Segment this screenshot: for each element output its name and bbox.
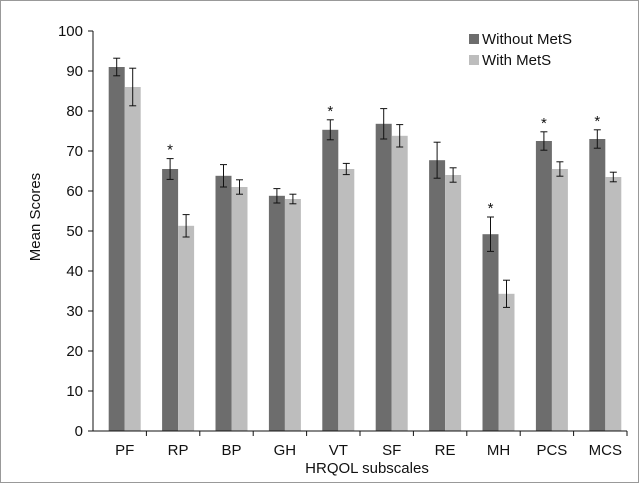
x-tick-label-vt: VT [329,442,348,459]
y-tick-label-50: 50 [66,223,83,240]
x-tick-label-bp: BP [221,442,241,459]
bar-without-mets-rp [162,169,179,431]
significance-star-mcs: * [594,113,600,130]
error-bar-without-mets-gh [273,188,281,204]
x-tick-label-mh: MH [487,442,510,459]
bar-with-mets-sf [391,135,408,432]
significance-star-mh: * [488,200,494,217]
y-tick-label-40: 40 [66,263,83,280]
error-bar-with-mets-pcs [556,161,564,177]
bar-with-mets-bp [231,187,248,431]
bar-with-mets-pcs [551,169,568,431]
error-bar-without-mets-mcs [593,129,601,149]
bar-with-mets-gh [284,199,301,431]
x-tick-label-rp: RP [168,442,189,459]
legend-label: With MetS [482,52,551,69]
axes-layer: PF RP BP GH VT SF RE MH PCS MCS 0 10 20 30 40 50 60 70 80 9… [58,23,628,459]
significance-star-vt: * [327,103,333,120]
bar-with-mets-vt [338,169,355,431]
y-tick-label-20: 20 [66,343,83,360]
error-bars-layer [113,57,617,308]
legend-swatch [469,55,479,65]
bar-without-mets-mcs [589,139,606,431]
error-bar-without-mets-re [433,141,441,179]
x-tick-label-sf: SF [382,442,401,459]
y-tick-label-90: 90 [66,63,83,80]
y-tick-label-100: 100 [58,23,83,40]
error-bar-without-mets-rp [166,158,174,180]
significance-star-pcs: * [541,115,547,132]
y-tick-label-80: 80 [66,103,83,120]
bar-without-mets-mh [482,234,499,431]
y-tick-label-30: 30 [66,303,83,320]
bars-layer [108,67,622,432]
legend-swatch [469,34,479,44]
error-bar-with-mets-pf [129,67,137,107]
bar-without-mets-bp [215,175,232,431]
error-bar-without-mets-bp [220,164,227,188]
error-bar-without-mets-pf [113,57,121,77]
error-bar-with-mets-sf [396,124,404,148]
bar-with-mets-mcs [605,177,622,431]
error-bar-without-mets-pcs [540,131,548,151]
y-tick-label-70: 70 [66,143,83,160]
legend-label: Without MetS [482,31,572,48]
x-tick-label-re: RE [435,442,456,459]
y-tick-label-60: 60 [66,183,83,200]
y-tick-label-10: 10 [66,383,83,400]
bar-with-mets-rp [178,225,195,431]
legend-item-with-mets: With MetS [469,52,551,69]
bar-without-mets-pf [108,67,125,431]
y-axis-title: Mean Scores [27,173,44,261]
error-bar-without-mets-sf [380,108,388,140]
error-bar-with-mets-vt [342,162,350,176]
significance-layer: * * * * * [167,103,600,217]
error-bar-with-mets-mcs [609,171,617,183]
x-tick-label-pcs: PCS [536,442,567,459]
x-tick-label-gh: GH [274,442,297,459]
error-bar-with-mets-mh [503,279,510,308]
legend-item-without-mets: Without MetS [469,31,572,48]
significance-star-rp: * [167,142,173,159]
x-tick-label-pf: PF [115,442,134,459]
x-axis-title: HRQOL subscales [305,460,429,477]
error-bar-without-mets-vt [326,119,334,141]
bar-without-mets-gh [268,195,285,431]
bar-with-mets-mh [498,293,515,431]
bar-with-mets-re [445,175,462,431]
error-bar-with-mets-gh [289,193,297,205]
error-bar-with-mets-re [449,167,457,183]
error-bar-with-mets-rp [182,214,190,238]
bar-with-mets-pf [124,87,141,431]
bar-without-mets-pcs [535,141,552,431]
error-bar-without-mets-mh [487,216,494,252]
bar-without-mets-sf [375,123,392,432]
legend: Without MetS With MetS [469,31,572,69]
y-tick-label-0: 0 [75,423,83,440]
bar-without-mets-re [429,160,446,431]
x-tick-label-mcs: MCS [589,442,622,459]
error-bar-with-mets-bp [236,179,243,195]
bar-without-mets-vt [322,129,339,432]
